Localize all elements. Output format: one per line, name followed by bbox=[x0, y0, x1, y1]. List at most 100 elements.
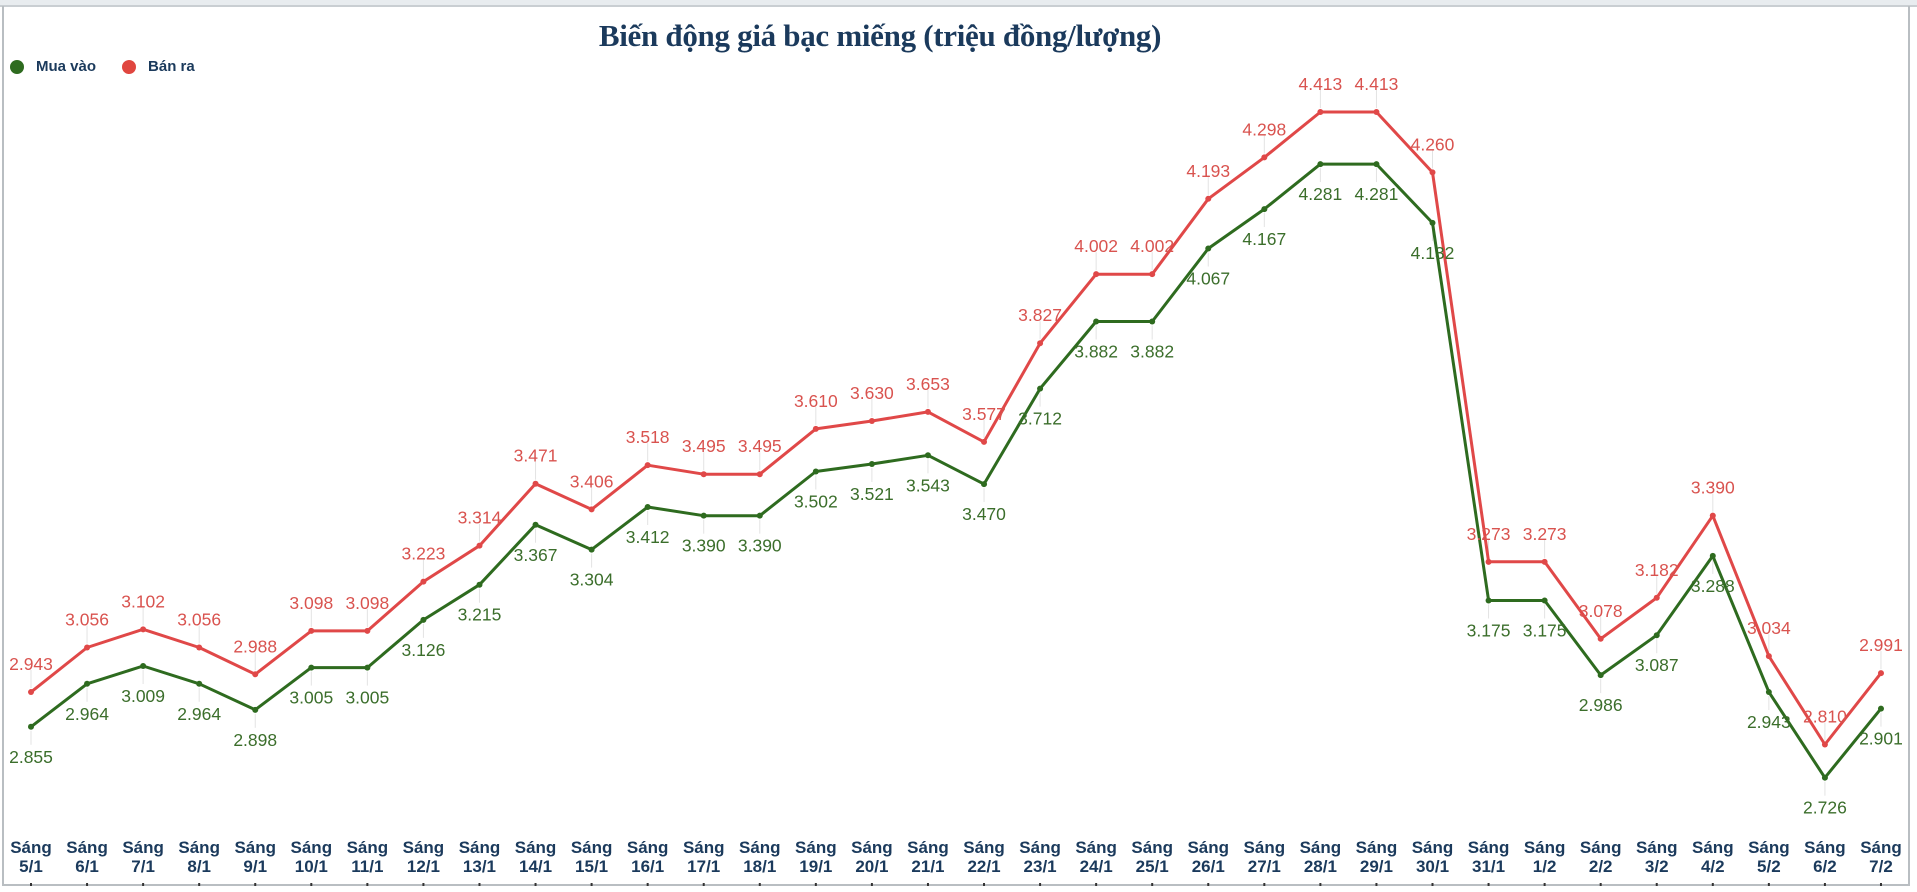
x-tick bbox=[142, 883, 145, 886]
x-axis-label-date: 7/1 bbox=[131, 857, 155, 876]
buy-point[interactable] bbox=[756, 512, 763, 519]
buy-point[interactable] bbox=[1597, 672, 1604, 679]
buy-point[interactable] bbox=[1485, 597, 1492, 604]
sell-point[interactable] bbox=[1821, 741, 1828, 748]
buy-point[interactable] bbox=[1541, 597, 1548, 604]
buy-point[interactable] bbox=[1037, 385, 1044, 392]
sell-line bbox=[30, 110, 1883, 746]
sell-point[interactable] bbox=[812, 425, 819, 432]
sell-point[interactable] bbox=[1485, 558, 1492, 565]
x-axis-label-date: 3/2 bbox=[1645, 857, 1669, 876]
buy-point[interactable] bbox=[868, 460, 875, 467]
sell-point[interactable] bbox=[924, 408, 931, 415]
sell-point[interactable] bbox=[1709, 512, 1716, 519]
buy-point[interactable] bbox=[476, 581, 483, 588]
buy-point[interactable] bbox=[1149, 318, 1156, 325]
sell-point[interactable] bbox=[196, 644, 203, 651]
sell-point[interactable] bbox=[1093, 271, 1100, 278]
sell-point[interactable] bbox=[28, 689, 34, 696]
buy-point[interactable] bbox=[1317, 161, 1324, 168]
buy-point[interactable] bbox=[1653, 632, 1660, 639]
sell-point[interactable] bbox=[981, 438, 988, 445]
sell-point[interactable] bbox=[308, 627, 315, 634]
buy-point[interactable] bbox=[28, 723, 34, 730]
sell-point[interactable] bbox=[1877, 670, 1884, 677]
sell-point[interactable] bbox=[1429, 169, 1436, 176]
buy-point[interactable] bbox=[924, 452, 931, 459]
buy-point[interactable] bbox=[1877, 705, 1884, 712]
buy-point[interactable] bbox=[1261, 206, 1268, 213]
x-tick bbox=[814, 883, 817, 886]
buy-value-label: 2.943 bbox=[1747, 712, 1791, 732]
sell-point[interactable] bbox=[644, 462, 651, 469]
buy-point[interactable] bbox=[1821, 774, 1828, 781]
sell-point[interactable] bbox=[1597, 635, 1604, 642]
buy-point[interactable] bbox=[532, 521, 539, 528]
sell-point[interactable] bbox=[84, 644, 91, 651]
buy-point[interactable] bbox=[1429, 219, 1436, 226]
x-tick bbox=[1263, 883, 1266, 886]
sell-value-label: 3.223 bbox=[402, 544, 446, 564]
buy-point[interactable] bbox=[1373, 161, 1380, 168]
sell-point[interactable] bbox=[1373, 109, 1380, 115]
x-axis-label-date: 5/2 bbox=[1757, 857, 1781, 876]
x-axis-label-date: 25/1 bbox=[1136, 857, 1169, 876]
sell-point[interactable] bbox=[1037, 340, 1044, 347]
buy-point[interactable] bbox=[84, 680, 91, 687]
sell-point[interactable] bbox=[1205, 195, 1212, 202]
buy-value-label: 3.470 bbox=[962, 504, 1006, 524]
chart-legend: Mua vào Bán ra bbox=[10, 58, 221, 75]
sell-point[interactable] bbox=[252, 671, 259, 678]
x-tick bbox=[1375, 883, 1378, 886]
buy-point[interactable] bbox=[140, 663, 147, 670]
sell-point[interactable] bbox=[1317, 109, 1324, 115]
legend-item-buy[interactable]: Mua vào bbox=[10, 58, 96, 75]
x-tick bbox=[478, 883, 481, 886]
x-axis-label: Sáng bbox=[627, 838, 669, 857]
buy-point[interactable] bbox=[1093, 318, 1100, 325]
buy-point[interactable] bbox=[252, 706, 259, 713]
sell-point[interactable] bbox=[588, 506, 595, 513]
sell-point[interactable] bbox=[1149, 271, 1156, 278]
buy-point[interactable] bbox=[364, 664, 371, 671]
series-sell bbox=[28, 109, 1884, 748]
x-axis-label: Sáng bbox=[234, 838, 276, 857]
x-axis-label-date: 24/1 bbox=[1080, 857, 1113, 876]
sell-point[interactable] bbox=[1541, 558, 1548, 565]
buy-point[interactable] bbox=[1765, 689, 1772, 696]
sell-value-label: 3.518 bbox=[626, 427, 670, 447]
buy-point[interactable] bbox=[420, 616, 427, 623]
buy-point[interactable] bbox=[981, 481, 988, 488]
label-leader-lines bbox=[30, 90, 1882, 796]
sell-point[interactable] bbox=[476, 542, 483, 549]
x-axis-label: Sáng bbox=[1580, 838, 1622, 857]
buy-point[interactable] bbox=[812, 468, 819, 475]
sell-point[interactable] bbox=[1261, 154, 1268, 161]
buy-value-label: 3.712 bbox=[1018, 409, 1062, 429]
sell-point[interactable] bbox=[1653, 594, 1660, 601]
sell-point[interactable] bbox=[420, 578, 427, 585]
sell-point[interactable] bbox=[756, 471, 763, 478]
x-tick bbox=[983, 883, 986, 886]
sell-point[interactable] bbox=[1765, 653, 1772, 660]
buy-point[interactable] bbox=[644, 503, 651, 510]
buy-value-label: 2.855 bbox=[9, 747, 53, 767]
buy-value-label: 3.288 bbox=[1691, 576, 1735, 596]
sell-point[interactable] bbox=[140, 626, 147, 633]
chart-title: Biến động giá bạc miếng (triệu đồng/lượn… bbox=[598, 18, 1162, 53]
buy-point[interactable] bbox=[308, 664, 315, 671]
buy-point[interactable] bbox=[1205, 245, 1212, 252]
x-tick bbox=[646, 883, 649, 886]
buy-point[interactable] bbox=[700, 512, 707, 519]
sell-point[interactable] bbox=[364, 627, 371, 634]
x-axis-label: Sáng bbox=[739, 838, 781, 857]
legend-item-sell[interactable]: Bán ra bbox=[122, 58, 195, 75]
buy-point[interactable] bbox=[196, 680, 203, 687]
buy-point[interactable] bbox=[588, 546, 595, 553]
sell-point[interactable] bbox=[700, 471, 707, 478]
buy-value-label: 4.281 bbox=[1298, 184, 1342, 204]
sell-point[interactable] bbox=[532, 480, 539, 487]
sell-point[interactable] bbox=[868, 417, 875, 424]
buy-point[interactable] bbox=[1709, 552, 1716, 559]
x-tick bbox=[254, 883, 257, 886]
